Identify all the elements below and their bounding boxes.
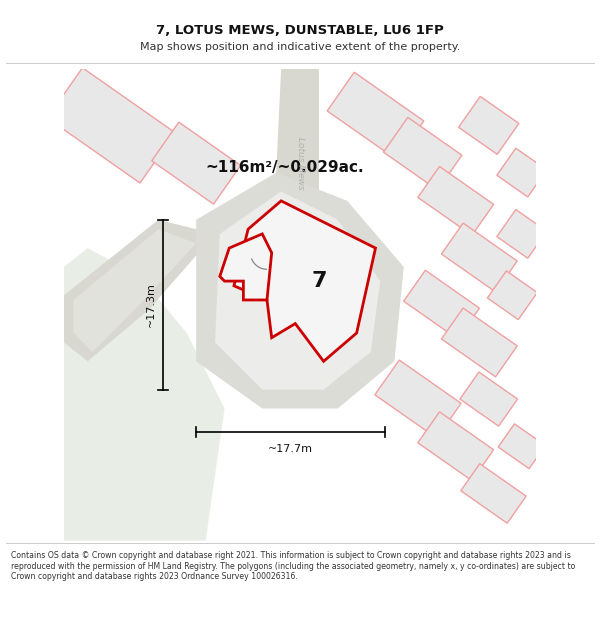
Polygon shape <box>442 223 517 292</box>
Polygon shape <box>442 308 517 377</box>
Polygon shape <box>497 148 547 197</box>
Polygon shape <box>64 69 536 541</box>
Polygon shape <box>47 68 175 183</box>
Polygon shape <box>460 372 518 426</box>
Polygon shape <box>461 464 526 523</box>
Polygon shape <box>418 166 494 235</box>
Polygon shape <box>152 122 241 204</box>
Polygon shape <box>64 248 224 541</box>
Polygon shape <box>327 72 424 159</box>
Polygon shape <box>498 424 545 469</box>
Polygon shape <box>220 234 272 300</box>
Polygon shape <box>215 191 380 389</box>
Text: ~17.3m: ~17.3m <box>146 282 156 327</box>
Polygon shape <box>64 220 215 361</box>
Text: ~17.7m: ~17.7m <box>268 444 313 454</box>
Polygon shape <box>487 271 537 319</box>
Polygon shape <box>418 412 494 481</box>
Polygon shape <box>272 69 319 267</box>
Text: 7, LOTUS MEWS, DUNSTABLE, LU6 1FP: 7, LOTUS MEWS, DUNSTABLE, LU6 1FP <box>156 24 444 36</box>
Polygon shape <box>404 270 479 339</box>
Text: ~116m²/~0.029ac.: ~116m²/~0.029ac. <box>206 161 364 176</box>
Text: Lotus Mews: Lotus Mews <box>296 137 305 189</box>
Polygon shape <box>383 118 462 190</box>
Polygon shape <box>234 201 376 361</box>
Polygon shape <box>73 229 196 352</box>
Polygon shape <box>375 360 461 438</box>
Polygon shape <box>497 209 547 258</box>
Text: Contains OS data © Crown copyright and database right 2021. This information is : Contains OS data © Crown copyright and d… <box>11 551 575 581</box>
Polygon shape <box>458 96 519 154</box>
Polygon shape <box>196 173 404 409</box>
Text: 7: 7 <box>311 271 326 291</box>
Text: Map shows position and indicative extent of the property.: Map shows position and indicative extent… <box>140 42 460 52</box>
